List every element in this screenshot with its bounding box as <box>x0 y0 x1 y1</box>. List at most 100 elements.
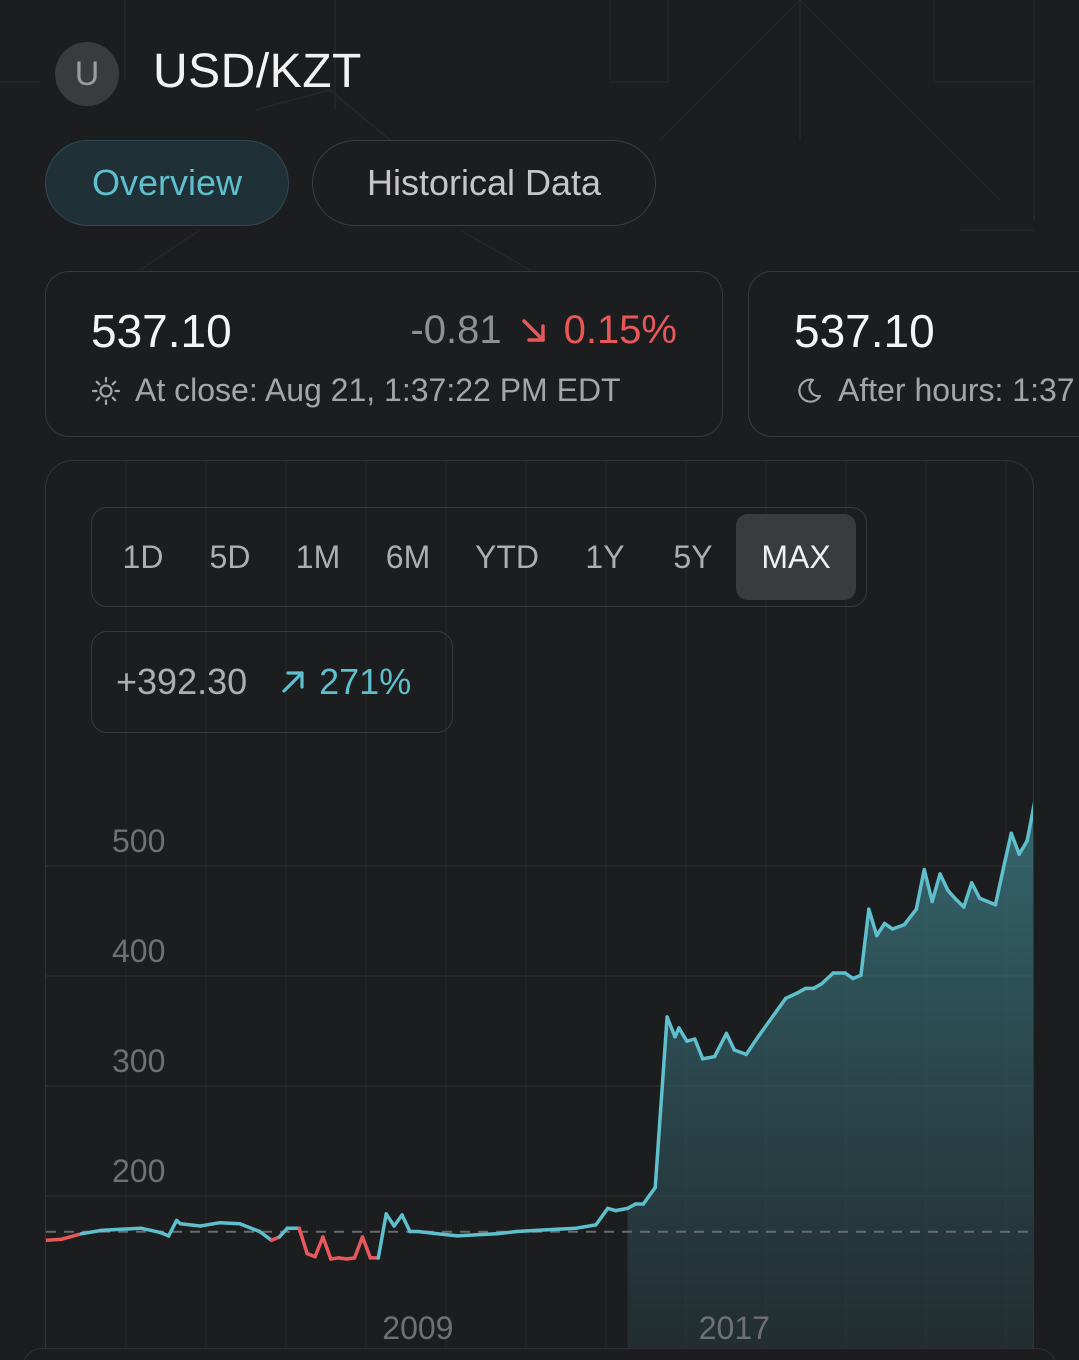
y-tick-label: 300 <box>112 1043 165 1079</box>
price-line-segment <box>352 1235 365 1260</box>
range-button-1d[interactable]: 1D <box>122 538 164 575</box>
price-chart: 200 300 400 500 2009 2017 <box>46 461 1033 1360</box>
range-button-6m[interactable]: 6M <box>385 538 431 575</box>
price-line-segment <box>178 1222 203 1228</box>
price-line-segment <box>859 907 871 977</box>
x-tick-label: 2017 <box>699 1310 770 1346</box>
price-line-segment <box>1017 839 1029 856</box>
change-percent: 0.15% <box>563 308 677 352</box>
price-line-segment <box>819 971 835 986</box>
price-line-segment <box>257 1229 274 1243</box>
price-line-segment <box>700 1054 717 1061</box>
range-selector: 1D 5D 1M 6M YTD 1Y 5Y MAX <box>91 507 867 607</box>
range-button-1m[interactable]: 1M <box>295 538 341 575</box>
price-line-segment <box>435 1231 460 1238</box>
price-line-segment <box>218 1220 242 1226</box>
close-price: 537.10 <box>91 305 232 357</box>
price-line-segment <box>392 1213 404 1228</box>
price-line-segment <box>119 1226 143 1232</box>
price-line-segment <box>930 872 942 904</box>
arrow-up-right-icon <box>282 671 304 693</box>
price-line-segment <box>79 1228 104 1236</box>
price-line-segment <box>360 1235 373 1260</box>
price-line-segment <box>890 922 907 931</box>
price-line-segment <box>946 888 958 902</box>
price-line-segment <box>166 1218 179 1238</box>
y-tick-label: 200 <box>112 1153 165 1189</box>
tab-historical-data[interactable]: Historical Data <box>312 140 656 226</box>
y-tick-label: 500 <box>112 823 165 859</box>
price-line-segment <box>744 1035 760 1057</box>
price-line-segment <box>724 1031 737 1052</box>
price-line-segment <box>475 1231 499 1237</box>
price-line-segment <box>712 1031 729 1059</box>
price-line-segment <box>902 907 919 927</box>
price-line-segment <box>495 1229 519 1236</box>
period-performance: +392.30 271% <box>91 631 453 733</box>
price-line-segment <box>60 1231 84 1241</box>
y-tick-label: 400 <box>112 933 165 969</box>
price-line-segment <box>772 996 788 1017</box>
price-line-segment <box>1025 801 1033 843</box>
price-line-segment <box>922 867 934 904</box>
price-line-segment <box>400 1213 412 1234</box>
after-hours-price: 537.10 <box>794 305 935 357</box>
change-percent-group: 0.15% <box>520 308 677 353</box>
range-button-1y[interactable]: 1Y <box>585 538 625 575</box>
price-line-segment <box>867 907 879 938</box>
price-line-segment <box>384 1212 396 1228</box>
price-line-segment <box>613 1206 630 1213</box>
price-line-segment <box>376 1212 388 1260</box>
period-change-absolute: +392.30 <box>116 661 248 702</box>
range-button-5d[interactable]: 5D <box>209 538 251 575</box>
price-line-segment <box>297 1226 309 1256</box>
chart-card: 200 300 400 500 2009 2017 1D 5D 1M 6M YTD 1Y 5Y MAX … <box>45 460 1034 1360</box>
price-line-segment <box>653 1015 669 1190</box>
price-line-segment <box>238 1222 262 1234</box>
price-line-segment <box>313 1235 325 1259</box>
range-button-max[interactable]: MAX <box>736 514 856 600</box>
close-quote-card: 537.10 -0.81 0.15% <box>45 271 723 437</box>
close-change: -0.81 0.15% <box>410 308 677 353</box>
price-line-segment <box>1001 831 1014 871</box>
price-line-segment <box>416 1229 440 1236</box>
price-line-segment <box>46 1237 64 1243</box>
price-line-segment <box>993 866 1006 907</box>
price-line-segment <box>277 1226 290 1239</box>
price-line-segment <box>756 1013 776 1039</box>
price-line-segment <box>693 1037 705 1061</box>
price-line-segment <box>969 881 982 900</box>
moon-icon <box>798 378 822 403</box>
price-line-segment <box>534 1227 559 1233</box>
price-line-segment <box>875 921 887 938</box>
price-line-segment <box>515 1228 539 1234</box>
tab-overview[interactable]: Overview <box>45 140 289 226</box>
price-line-segment <box>938 872 950 893</box>
price-line-segment <box>594 1206 610 1227</box>
price-line-segment <box>784 991 800 1001</box>
next-card-edge <box>22 1348 1057 1360</box>
change-absolute: -0.81 <box>410 308 502 352</box>
range-button-5y[interactable]: 5Y <box>673 538 713 575</box>
price-line-segment <box>574 1223 598 1230</box>
price-line-segment <box>99 1227 123 1233</box>
period-change-percent: 271% <box>319 661 412 702</box>
page-title: USD/KZT <box>153 45 362 98</box>
close-time-label: At close: Aug 21, 1:37:22 PM EDT <box>135 372 621 408</box>
avatar: U <box>55 42 119 106</box>
after-hours-time: After hours: 1:37 <box>794 372 1075 409</box>
after-hours-time-label: After hours: 1:37 <box>838 372 1075 408</box>
price-line-segment <box>139 1226 163 1235</box>
price-line-segment <box>914 867 926 911</box>
price-line-segment <box>455 1233 479 1238</box>
price-line-segment <box>321 1235 333 1261</box>
price-line-segment <box>962 881 974 909</box>
x-tick-label: 2009 <box>382 1310 453 1346</box>
price-line-segment <box>665 1015 677 1039</box>
price-line-segment <box>641 1185 657 1206</box>
sun-icon <box>91 376 121 405</box>
range-button-ytd[interactable]: YTD <box>475 538 539 575</box>
price-line-segment <box>732 1048 748 1057</box>
